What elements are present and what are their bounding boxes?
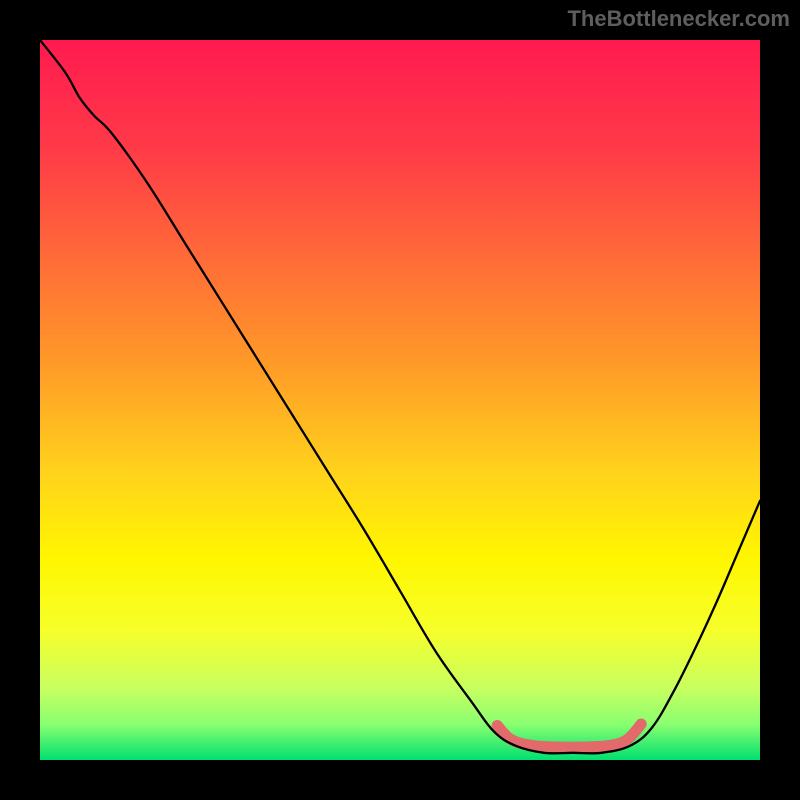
chart-container: TheBottlenecker.com [0, 0, 800, 800]
plot-svg [40, 40, 760, 760]
plot-area [40, 40, 760, 760]
watermark-text: TheBottlenecker.com [567, 6, 790, 32]
gradient-background [40, 40, 760, 760]
